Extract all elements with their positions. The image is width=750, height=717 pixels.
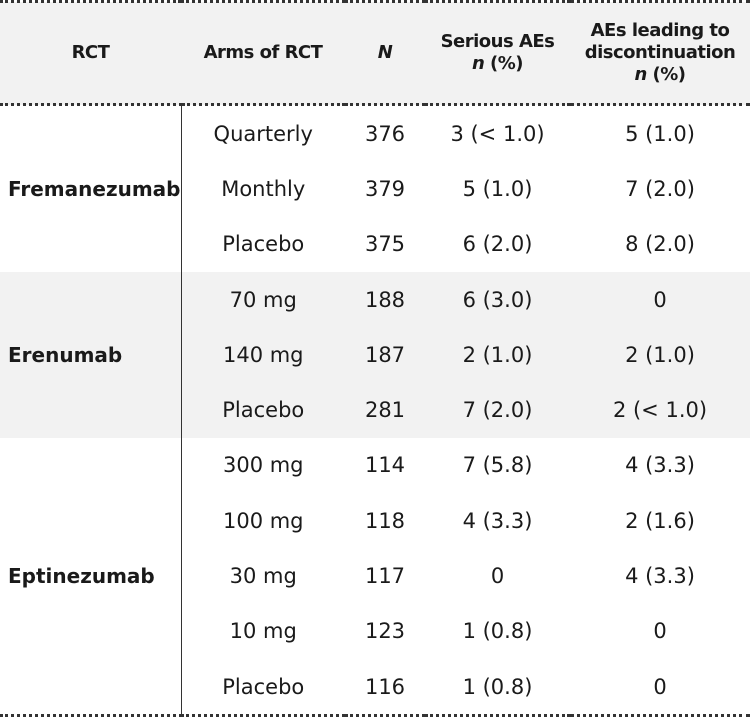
- table-cell: 100 mg: [222, 508, 304, 533]
- table-cell: 7 (2.0): [425, 382, 570, 438]
- table-cell: 5 (1.0): [625, 121, 695, 146]
- table-cell: 6 (2.0): [462, 232, 533, 257]
- table-row: 30 mg 117 0 4 (3.3): [0, 548, 750, 603]
- table-row: Monthly 379 5 (1.0) 7 (2.0): [0, 161, 750, 216]
- table-cell: 117: [364, 564, 406, 589]
- table-cell: 2 (< 1.0): [570, 382, 750, 438]
- table-cell: 8 (2.0): [625, 232, 695, 257]
- table-cell: 118: [364, 508, 406, 533]
- table-cell: Monthly: [221, 176, 306, 201]
- group-name: Eptinezumab: [0, 437, 182, 716]
- table-cell: 0: [570, 271, 750, 328]
- header-text: discontinuation: [584, 42, 736, 63]
- table-cell: 375: [364, 232, 406, 257]
- table-cell: 4 (3.3): [462, 508, 533, 533]
- table-cell: 300 mg: [222, 453, 304, 478]
- table-cell: 7 (5.8): [462, 453, 533, 478]
- table-cell: Quarterly: [213, 121, 313, 146]
- table-row: Fremanezumab Quarterly 376 3 (< 1.0) 5 (1.0): [0, 104, 750, 272]
- table-cell: 1 (0.8): [462, 619, 533, 644]
- table-row: Placebo 281 7 (2.0) 2 (< 1.0): [0, 382, 750, 438]
- table-cell: 376: [364, 121, 406, 146]
- table-cell: 140 mg: [181, 327, 345, 383]
- table-cell: 6 (3.0): [425, 271, 570, 328]
- table-cell: Placebo: [222, 674, 305, 699]
- table-row: Erenumab 70 mg 188 6 (3.0) 0: [0, 271, 750, 438]
- header-text: n: [471, 53, 485, 74]
- table-cell: 2 (1.6): [625, 508, 695, 533]
- table-row: 100 mg 118 4 (3.3) 2 (1.6): [0, 493, 750, 548]
- table-body: Fremanezumab Quarterly 376 3 (< 1.0) 5 (1.0)…: [0, 104, 750, 716]
- table-cell: 0: [653, 674, 667, 699]
- table-cell: Placebo: [222, 232, 305, 257]
- table-cell: 0: [490, 564, 505, 589]
- table-cell: 114: [364, 453, 406, 478]
- table-cell: 2 (1.0): [425, 327, 570, 383]
- table-cell: 281: [345, 382, 425, 438]
- table-cell: 2 (1.0): [570, 327, 750, 383]
- header-cell: RCT: [0, 1, 181, 106]
- table-cell: 30 mg: [229, 564, 297, 589]
- table-cell: 4 (3.3): [625, 564, 695, 589]
- header-text: (%): [490, 53, 524, 74]
- header-text: AEs leading to: [590, 20, 730, 41]
- header-text: Serious AEs: [440, 31, 555, 52]
- table-cell: 7 (2.0): [625, 176, 695, 201]
- table-cell: 379: [364, 176, 406, 201]
- table-cell: 3 (< 1.0): [450, 121, 545, 146]
- header-cell: Serious AEs n (%): [425, 1, 570, 106]
- table-cell: 188: [345, 271, 425, 328]
- table-row: Placebo 116 1 (0.8) 0: [0, 659, 750, 716]
- header-cell: Arms of RCT: [181, 1, 345, 106]
- table-cell: 4 (3.3): [625, 453, 695, 478]
- header-text: n: [634, 64, 647, 85]
- header-cell: N: [345, 1, 425, 106]
- table-row: Eptinezumab 300 mg 114 7 (5.8) 4 (3.3): [0, 437, 750, 716]
- table-cell: 0: [653, 619, 667, 644]
- table-row: 140 mg 187 2 (1.0) 2 (1.0): [0, 327, 750, 383]
- group-name: Erenumab: [0, 271, 182, 438]
- table-cell: Placebo: [181, 382, 345, 438]
- table-cell: 70 mg: [181, 271, 345, 328]
- table-cell: 10 mg: [229, 619, 297, 644]
- table-cell: 5 (1.0): [462, 176, 533, 201]
- table-cell: 1 (0.8): [462, 674, 533, 699]
- header-text: N: [377, 42, 393, 63]
- group-name: Fremanezumab: [0, 104, 182, 272]
- header-text: (%): [652, 64, 687, 85]
- header-cell: AEs leading to discontinuation n (%): [570, 1, 750, 106]
- table-row: 10 mg 123 1 (0.8) 0: [0, 604, 750, 659]
- header-row: RCT Arms of RCT N Serious AEs n (%) AEs l…: [0, 1, 750, 106]
- table-row: Placebo 375 6 (2.0) 8 (2.0): [0, 217, 750, 272]
- table-cell: 116: [364, 674, 406, 699]
- table-cell: 123: [364, 619, 406, 644]
- table-cell: 187: [345, 327, 425, 383]
